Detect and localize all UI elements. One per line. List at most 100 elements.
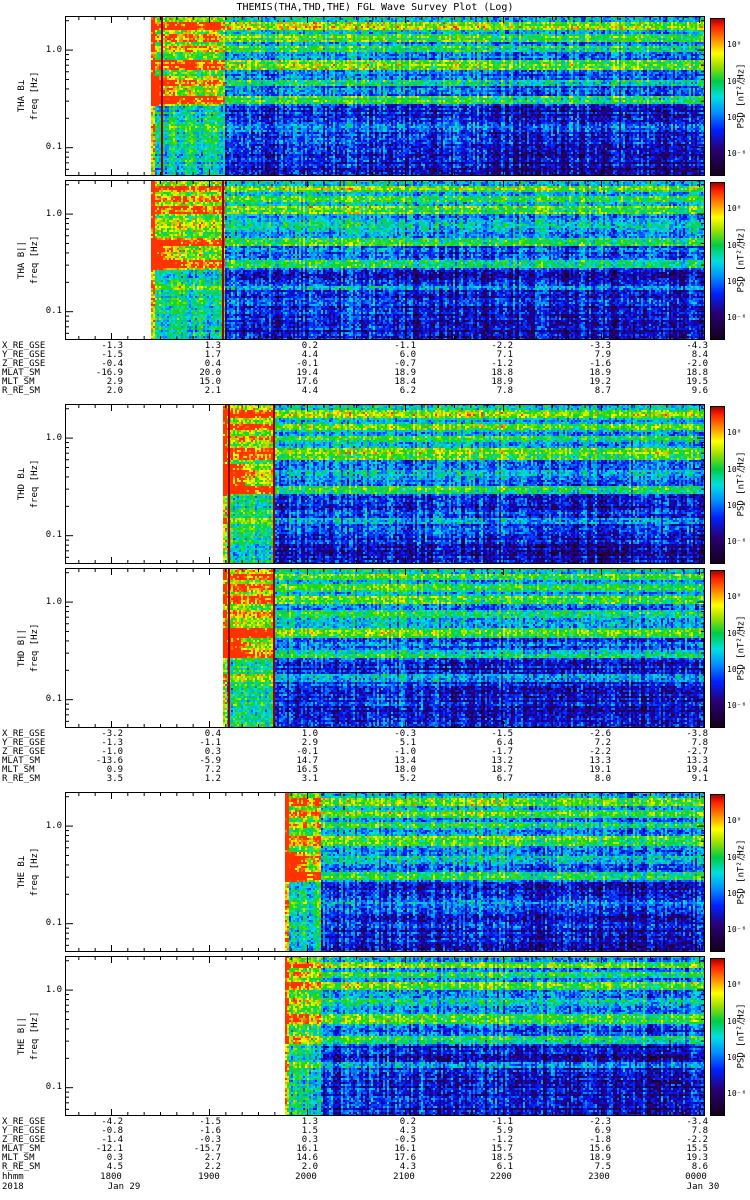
eph-value: -0.4 xyxy=(101,359,123,369)
eph-value: -2.0 xyxy=(686,359,708,369)
ephemeris-row-label: R_RE_SM xyxy=(2,774,40,784)
ephemeris-row: Y_RE_GSE -1.3 -1.1 2.9 5.1 6.4 7.2 7.8 xyxy=(0,739,750,748)
eph-value: 18.8 xyxy=(686,368,708,378)
eph-value: -16.9 xyxy=(95,368,123,378)
freq-tick-label: 0.1 xyxy=(45,530,62,541)
colorbar-tick-label: 10⁰ xyxy=(727,39,742,49)
eph-value: 17.6 xyxy=(394,1153,416,1163)
colorbar-tick-label: 10⁻⁴ xyxy=(727,112,747,122)
colorbar xyxy=(710,958,725,1116)
freq-axis-label: freq [Hz] xyxy=(30,459,41,509)
eph-value: 13.4 xyxy=(394,756,416,766)
eph-value: 5.2 xyxy=(399,774,416,784)
eph-value: 20.0 xyxy=(199,368,221,378)
ephemeris-row-label: X_RE_GSE xyxy=(2,341,46,351)
eph-value: 0.4 xyxy=(204,359,221,369)
date-row: 2018 Jan 29 Jan 30 xyxy=(0,1182,750,1192)
eph-value: 7.5 xyxy=(594,1162,611,1172)
y-axis-label-block: THA B|| freq [Hz] xyxy=(16,236,42,285)
eph-value: -3.2 xyxy=(101,729,123,739)
spectrogram-canvas xyxy=(65,404,705,564)
eph-value: 5.9 xyxy=(496,1126,513,1136)
freq-tick-label: 0.1 xyxy=(45,694,62,705)
ephemeris-row: Z_RE_GSE -1.4 -0.3 0.3 -0.5 -1.2 -1.8 -2.2 xyxy=(0,1136,750,1145)
ephemeris-row: Y_RE_GSE -1.5 1.7 4.4 6.0 7.1 7.9 8.4 xyxy=(0,351,750,360)
eph-value: 19.5 xyxy=(686,377,708,387)
ephemeris-row-label: R_RE_SM xyxy=(2,386,40,396)
eph-value: -1.3 xyxy=(101,341,123,351)
psd-axis-label-wrap: PSD [nT²/Hz] xyxy=(736,792,750,952)
spectrogram-canvas xyxy=(65,16,705,176)
colorbar-tick-label: 10⁻⁶ xyxy=(727,700,747,710)
eph-value: 15.5 xyxy=(686,1144,708,1154)
eph-value: 18.5 xyxy=(491,1153,513,1163)
eph-value: -1.1 xyxy=(491,1117,513,1127)
colorbar-tick-label: 10⁻² xyxy=(727,76,747,86)
eph-value: 0.3 xyxy=(301,1135,318,1145)
ephemeris-row-label: Y_RE_GSE xyxy=(2,1126,46,1136)
eph-value: 14.6 xyxy=(296,1153,318,1163)
group-thd: THD B⊥ freq [Hz] 1.0 0.1 10⁰ 10⁻² 10⁻⁴ 10⁻⁶ PSD … xyxy=(0,402,750,786)
eph-value: -3.3 xyxy=(589,341,611,351)
eph-value: -1.0 xyxy=(394,747,416,757)
panel-title: THD B⊥ xyxy=(17,467,28,501)
eph-value: 18.9 xyxy=(589,368,611,378)
eph-value: 8.7 xyxy=(594,386,611,396)
y-axis-label-block: THD B⊥ freq [Hz] xyxy=(16,460,42,509)
ephemeris-row: X_RE_GSE -1.3 1.3 0.2 -1.1 -2.2 -3.3 -4.3 xyxy=(0,342,750,351)
ephemeris-row: X_RE_GSE -3.2 0.4 1.0 -0.3 -1.5 -2.6 -3.8 xyxy=(0,730,750,739)
eph-value: 6.4 xyxy=(496,738,513,748)
eph-value: 15.6 xyxy=(589,1144,611,1154)
ephemeris-row: MLT_SM 0.3 2.7 14.6 17.6 18.5 18.9 19.3 xyxy=(0,1154,750,1163)
freq-axis-label: freq [Hz] xyxy=(30,1011,41,1061)
eph-value: 16.5 xyxy=(296,765,318,775)
eph-value: 19.1 xyxy=(589,765,611,775)
date-label-end: Jan 30 xyxy=(686,1182,720,1192)
eph-value: -3.4 xyxy=(686,1117,708,1127)
eph-value: -1.0 xyxy=(101,747,123,757)
panel-title: THD B|| xyxy=(17,629,28,667)
eph-value: 3.1 xyxy=(301,774,318,784)
eph-value: 9.6 xyxy=(691,386,708,396)
colorbar-tick-label: 10⁰ xyxy=(727,979,742,989)
eph-value: 15.7 xyxy=(491,1144,513,1154)
freq-tick-label: 1.0 xyxy=(45,820,62,831)
eph-value: 1.7 xyxy=(204,350,221,360)
eph-value: 13.3 xyxy=(686,756,708,766)
eph-value: 5.1 xyxy=(399,738,416,748)
eph-value: -0.1 xyxy=(296,747,318,757)
time-tick-label: 1900 xyxy=(198,1172,220,1182)
ephemeris-row: X_RE_GSE -4.2 -1.5 1.3 0.2 -1.1 -2.3 -3.4 xyxy=(0,1118,750,1127)
eph-value: 18.8 xyxy=(491,368,513,378)
colorbar xyxy=(710,794,725,952)
freq-tick-label: 0.1 xyxy=(45,306,62,317)
colorbar-tick-label: 10⁻⁴ xyxy=(727,888,747,898)
colorbar xyxy=(710,406,725,564)
eph-value: 4.4 xyxy=(301,386,318,396)
ephemeris-row-label: MLT_SM xyxy=(2,1153,35,1163)
eph-value: -0.3 xyxy=(199,1135,221,1145)
ephemeris-row-label: MLT_SM xyxy=(2,765,35,775)
eph-value: 2.9 xyxy=(301,738,318,748)
eph-value: -2.2 xyxy=(686,1135,708,1145)
ephemeris-table-tha: X_RE_GSE -1.3 1.3 0.2 -1.1 -2.2 -3.3 -4.3 Y_RE_G… xyxy=(0,342,750,398)
eph-value: 19.2 xyxy=(589,377,611,387)
freq-tick-label: 0.1 xyxy=(45,1082,62,1093)
eph-value: -0.5 xyxy=(394,1135,416,1145)
eph-value: 2.9 xyxy=(106,377,123,387)
eph-value: 6.2 xyxy=(399,386,416,396)
ephemeris-row-label: MLAT_SM xyxy=(2,756,40,766)
freq-tick-label: 1.0 xyxy=(45,984,62,995)
panel-title: THE B|| xyxy=(17,1017,28,1055)
eph-value: 19.4 xyxy=(296,368,318,378)
eph-value: 18.7 xyxy=(491,765,513,775)
colorbar-tick-label: 10⁻⁴ xyxy=(727,276,747,286)
eph-value: 4.3 xyxy=(399,1162,416,1172)
eph-value: 16.1 xyxy=(394,1144,416,1154)
psd-axis-label: PSD [nT²/Hz] xyxy=(736,615,747,681)
eph-value: -1.8 xyxy=(589,1135,611,1145)
spectrogram-canvas xyxy=(65,180,705,340)
eph-value: -3.8 xyxy=(686,729,708,739)
eph-value: 3.5 xyxy=(106,774,123,784)
